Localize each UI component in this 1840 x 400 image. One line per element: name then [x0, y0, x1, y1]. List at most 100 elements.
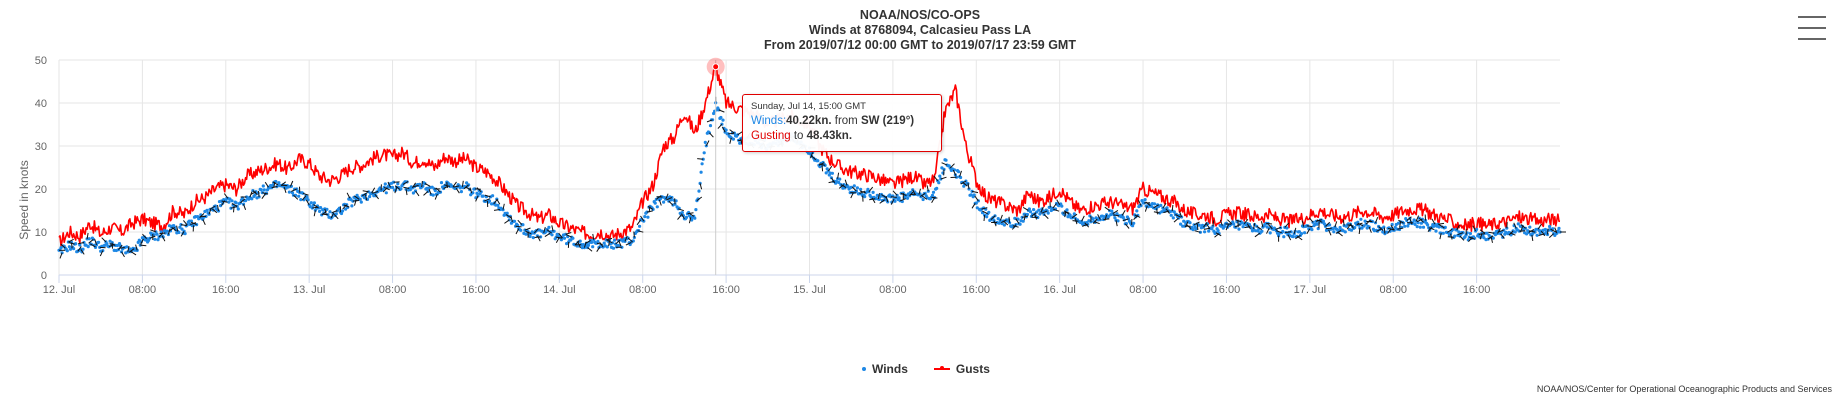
wind-direction-arrow: [135, 244, 138, 251]
winds-point: [68, 247, 73, 251]
wind-direction-arrow: [90, 243, 96, 248]
wind-direction-arrow: [1254, 232, 1261, 238]
winds-point: [611, 246, 616, 250]
wind-direction-arrow: [926, 185, 929, 192]
x-tick-label: 08:00: [1379, 284, 1407, 296]
winds-point: [1363, 219, 1367, 223]
wind-direction-arrow: [1034, 213, 1037, 220]
wind-direction-arrow: [871, 197, 876, 204]
wind-direction-arrow: [1547, 228, 1549, 235]
legend-item-winds[interactable]: Winds: [862, 362, 908, 376]
winds-point: [1021, 219, 1025, 223]
winds-point: [271, 183, 275, 187]
winds-point: [866, 187, 870, 191]
wind-direction-arrow: [993, 220, 997, 227]
winds-point: [1299, 232, 1304, 236]
wind-direction-arrow: [1163, 210, 1170, 214]
winds-point: [1543, 227, 1547, 232]
wind-direction-arrow: [223, 193, 229, 199]
wind-direction-arrow: [533, 228, 539, 234]
winds-point: [669, 198, 673, 202]
wind-direction-arrow: [394, 187, 398, 194]
winds-point: [937, 181, 941, 185]
x-tick-label: 16. Jul: [1043, 284, 1075, 296]
wind-direction-arrow: [890, 198, 895, 205]
winds-point: [702, 151, 706, 155]
winds-point: [1046, 211, 1050, 215]
winds-point: [1303, 231, 1307, 235]
credits-text[interactable]: NOAA/NOS/Center for Operational Oceanogr…: [1536, 384, 1832, 394]
wind-direction-arrow: [1293, 227, 1297, 234]
winds-point: [78, 243, 82, 247]
winds-point: [305, 195, 309, 199]
winds-point: [1353, 226, 1357, 230]
winds-point: [87, 237, 91, 241]
wind-direction-arrow: [1052, 203, 1057, 209]
winds-point: [957, 170, 961, 174]
y-tick-label: 50: [35, 55, 47, 67]
winds-point: [1322, 222, 1326, 226]
winds-point: [439, 181, 444, 185]
wind-direction-arrow: [1528, 230, 1536, 233]
wind-direction-arrow: [510, 215, 513, 223]
winds-point: [1449, 232, 1453, 236]
winds-point: [259, 188, 263, 192]
winds-point: [250, 197, 254, 201]
wind-direction-arrow: [1012, 225, 1019, 228]
winds-point: [368, 195, 372, 199]
wind-direction-arrow: [382, 187, 388, 193]
tooltip-winds-label: Winds:: [751, 115, 787, 127]
winds-point: [411, 191, 415, 195]
wind-direction-arrow: [706, 119, 713, 123]
wind-direction-arrow: [592, 233, 595, 240]
x-tick-label: 13. Jul: [293, 284, 325, 296]
wind-direction-arrow: [372, 191, 379, 194]
wind-direction-arrow: [88, 238, 94, 244]
wind-direction-arrow: [1267, 224, 1273, 230]
wind-direction-arrow: [838, 184, 845, 189]
wind-direction-arrow: [469, 187, 473, 194]
wind-direction-arrow: [525, 230, 532, 235]
chart-menu-button[interactable]: [1798, 16, 1826, 42]
winds-point: [1356, 220, 1360, 224]
wind-direction-arrow: [1349, 223, 1355, 229]
wind-direction-arrow: [321, 213, 328, 216]
wind-direction-arrow: [1243, 218, 1249, 225]
wind-direction-arrow: [647, 205, 654, 210]
wind-direction-arrow: [86, 232, 89, 239]
wind-direction-arrow: [851, 186, 857, 192]
wind-direction-arrow: [301, 195, 307, 201]
wind-direction-arrow: [305, 199, 310, 206]
winds-point: [1289, 230, 1293, 234]
wind-direction-arrow: [1097, 214, 1101, 220]
wind-direction-arrow: [161, 235, 166, 242]
legend-item-gusts[interactable]: Gusts: [933, 362, 990, 376]
wind-direction-arrow: [271, 185, 278, 189]
hover-highlight: [706, 57, 725, 275]
winds-point: [701, 157, 705, 161]
wind-direction-arrow: [1162, 202, 1167, 209]
winds-point: [1338, 225, 1342, 230]
x-tick-label: 12. Jul: [43, 284, 75, 296]
wind-direction-arrow: [810, 155, 817, 161]
wind-direction-arrow: [1173, 217, 1179, 223]
wind-direction-arrow: [827, 165, 833, 172]
winds-point: [586, 243, 591, 247]
direction-arrows: [59, 96, 1566, 259]
winds-point: [985, 215, 989, 219]
wind-direction-arrow: [1063, 210, 1070, 215]
winds-point: [1207, 229, 1211, 233]
wind-direction-arrow: [1023, 214, 1026, 221]
winds-point: [590, 240, 594, 244]
winds-point: [838, 177, 842, 181]
wind-direction-arrow: [819, 163, 826, 166]
wind-direction-arrow: [658, 199, 662, 206]
wind-direction-arrow: [1437, 222, 1445, 225]
wind-direction-arrow: [729, 137, 732, 144]
x-tick-label: 15. Jul: [793, 284, 825, 296]
winds-point: [1072, 212, 1076, 216]
wind-direction-arrow: [900, 192, 907, 196]
wind-direction-arrow: [342, 204, 348, 210]
winds-point: [662, 200, 666, 204]
